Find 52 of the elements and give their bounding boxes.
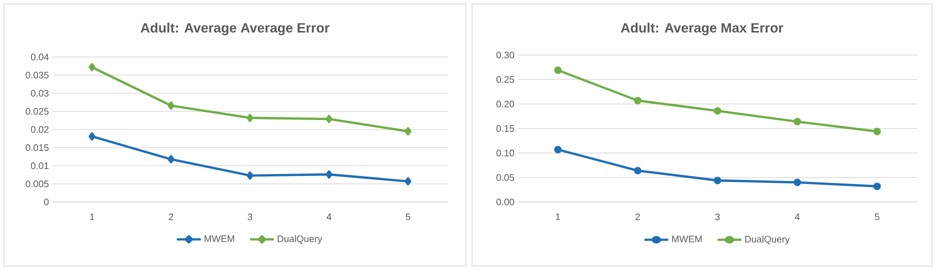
y-tick-label: 0.035 [26,72,49,78]
point [554,146,562,154]
legend-label: DualQuery [278,235,322,244]
point [554,66,562,74]
y-tick-label: 0 [44,198,49,206]
point [873,182,881,190]
point [714,107,722,115]
point [326,170,332,179]
y-tick-label: 0.02 [30,126,49,133]
point [246,114,254,122]
chart-title: Adult: Average Average Error [140,22,330,36]
point [88,132,96,141]
point [326,114,332,124]
legend-label: DualQuery [745,236,790,244]
x-tick-label: 2 [168,214,174,220]
point [404,177,412,186]
chart-title: Adult: Average Max Error [620,22,784,36]
y-tick-label: 0.25 [496,76,514,83]
y-tick-label: 0.05 [496,174,514,181]
y-tick-label: 0.015 [26,144,49,151]
point [714,176,722,184]
x-tick-label: 3 [248,214,252,220]
x-tick-label: 1 [556,214,560,220]
x-tick-label: 5 [406,214,410,220]
y-tick-label: 0.01 [30,162,49,170]
point [246,171,254,180]
point [88,63,96,72]
point [873,128,881,136]
point [794,178,802,186]
point [168,101,174,110]
legend-label: MWEM [672,236,702,242]
y-tick-label: 0.30 [496,52,514,58]
x-tick-label: 1 [90,214,94,220]
y-tick-label: 0.04 [30,54,49,60]
x-tick-label: 4 [326,214,332,220]
x-tick-label: 5 [874,214,880,220]
point [634,96,642,104]
y-tick-label: 0.10 [496,150,514,156]
y-tick-label: 0.15 [496,125,514,132]
y-tick-label: 0.20 [496,100,514,108]
x-tick-label: 3 [715,214,720,220]
x-tick-label: 2 [636,214,640,220]
point [168,155,174,164]
x-tick-label: 4 [794,214,800,220]
y-tick-label: 0.025 [26,108,49,115]
point [404,127,412,136]
point [794,118,802,126]
legend-label: MWEM [204,235,234,242]
y-tick-label: 0.00 [496,198,514,206]
y-tick-label: 0.005 [26,180,49,188]
y-tick-label: 0.03 [30,90,49,97]
point [634,166,642,174]
